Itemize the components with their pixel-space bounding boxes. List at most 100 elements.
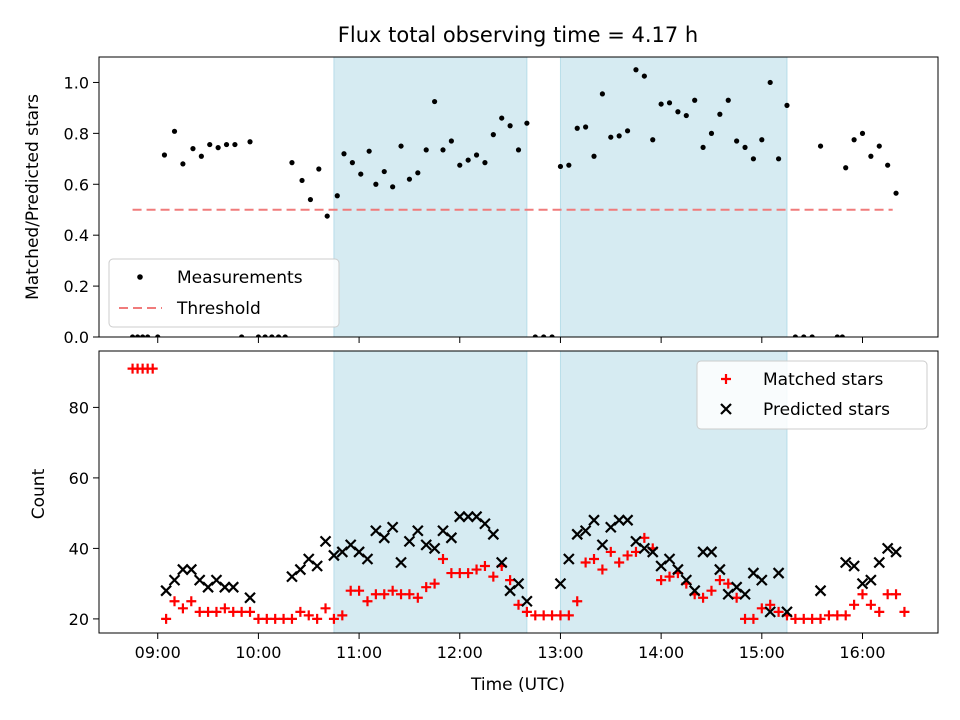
measurement-point [599,91,606,97]
matched-stars-point [337,610,348,621]
measurement-point [683,112,689,119]
matched-stars-point [899,606,910,617]
top-panel: 0.0 0.2 0.4 0.6 0.8 1.0 Measurements Threshold [64,56,939,347]
predicted-stars-point [848,560,860,572]
matched-stars-point [253,613,264,624]
measurement-point [215,145,221,151]
matched-stars-point [563,610,574,621]
predicted-stars-point [621,514,634,526]
matched-stars-point [572,596,583,607]
plot-area [127,363,910,624]
measurement-point [775,156,782,162]
measurement-point [843,165,849,171]
matched-stars-point [882,589,893,600]
measurement-point [473,152,480,158]
measurement-point [708,130,715,136]
y-tick-label: 0.6 [64,175,89,194]
predicted-stars-point [294,563,307,576]
axes-frame [98,56,939,338]
matched-stars-point [740,613,751,624]
legend-predicted-stars-label: Predicted stars [763,400,890,420]
matched-stars-point [370,589,381,600]
predicted-stars-point [453,510,466,523]
y-tick-label: 20 [69,610,89,629]
measurement-point [275,334,282,337]
x-tick-label: 13:00 [537,643,583,662]
measurement-point [839,334,845,337]
measurement-point [269,334,275,337]
matched-stars-point [807,613,818,624]
measurement-point [232,141,238,148]
matched-stars-point [471,564,482,575]
x-tick-label: 12:00 [437,643,483,662]
predicted-stars-point [680,574,693,586]
matched-stars-point [748,613,759,624]
measurement-point [140,334,146,337]
chart-title: Flux total observing time = 4.17 h [338,23,698,47]
matched-stars-point [865,599,876,610]
predicted-stars-point [495,556,508,569]
measurement-point [541,334,547,337]
matched-stars-point [773,606,784,617]
matched-stars-point [211,606,222,617]
measurement-point [859,130,866,136]
y-tick-label: 60 [69,469,89,488]
matched-stars-point [320,603,331,614]
predicted-stars-point [739,588,751,601]
x-axis-label: Time (UTC) [470,675,565,695]
measurement-point [893,190,899,196]
plot-area [129,67,899,337]
y-tick-label: 80 [69,398,89,417]
predicted-stars-point [487,528,500,541]
measurement-point [834,334,840,337]
measurement-point [289,160,295,166]
matched-stars-point [412,592,423,603]
matched-stars-point [479,561,490,572]
matched-stars-point [203,606,214,617]
matched-stars-point [362,596,373,607]
predicted-stars-point [185,563,198,576]
measurement-point [700,144,706,150]
legend-measurements-label: Measurements [177,268,303,288]
predicted-stars-point [881,542,894,555]
measurement-point [282,334,288,337]
predicted-stars-point [764,606,776,618]
matched-stars-point [236,606,247,617]
measurement-point [482,160,488,166]
observing-interval-band [333,350,528,634]
measurement-point [390,184,396,190]
matched-stars-point [379,589,390,600]
matched-stars-point [421,582,432,593]
predicted-stars-point [638,542,651,555]
predicted-stars-point [688,584,701,597]
matched-stars-point [698,592,709,603]
matched-stars-point [345,585,356,596]
predicted-stars-point [420,539,432,551]
predicted-stars-point [856,577,869,590]
predicted-stars-point [403,535,416,548]
matched-stars-point [891,589,902,600]
x-tick-label: 10:00 [235,643,281,662]
matched-stars-point [147,363,158,374]
predicted-stars-point [386,521,399,534]
predicted-stars-point [714,563,726,576]
predicted-stars-point [160,584,172,597]
measurement-point [817,143,824,149]
matched-stars-point [840,610,851,621]
predicted-stars-point [428,542,441,555]
matched-stars-point [177,603,188,614]
predicted-stars-point [328,549,340,562]
matched-stars-point [547,610,558,621]
measurement-point [307,196,314,203]
matched-stars-point [312,613,323,624]
legend-measurements-marker [137,274,143,280]
predicted-stars-point [563,553,575,565]
measurement-point [358,171,364,177]
predicted-stars-point [873,556,886,569]
y-tick-label: 1.0 [64,73,89,92]
measurement-point [792,334,798,337]
measurement-point [381,168,387,175]
y-tick-label: 0.0 [64,328,89,347]
predicted-stars-point [361,553,374,565]
measurement-point [373,181,379,187]
